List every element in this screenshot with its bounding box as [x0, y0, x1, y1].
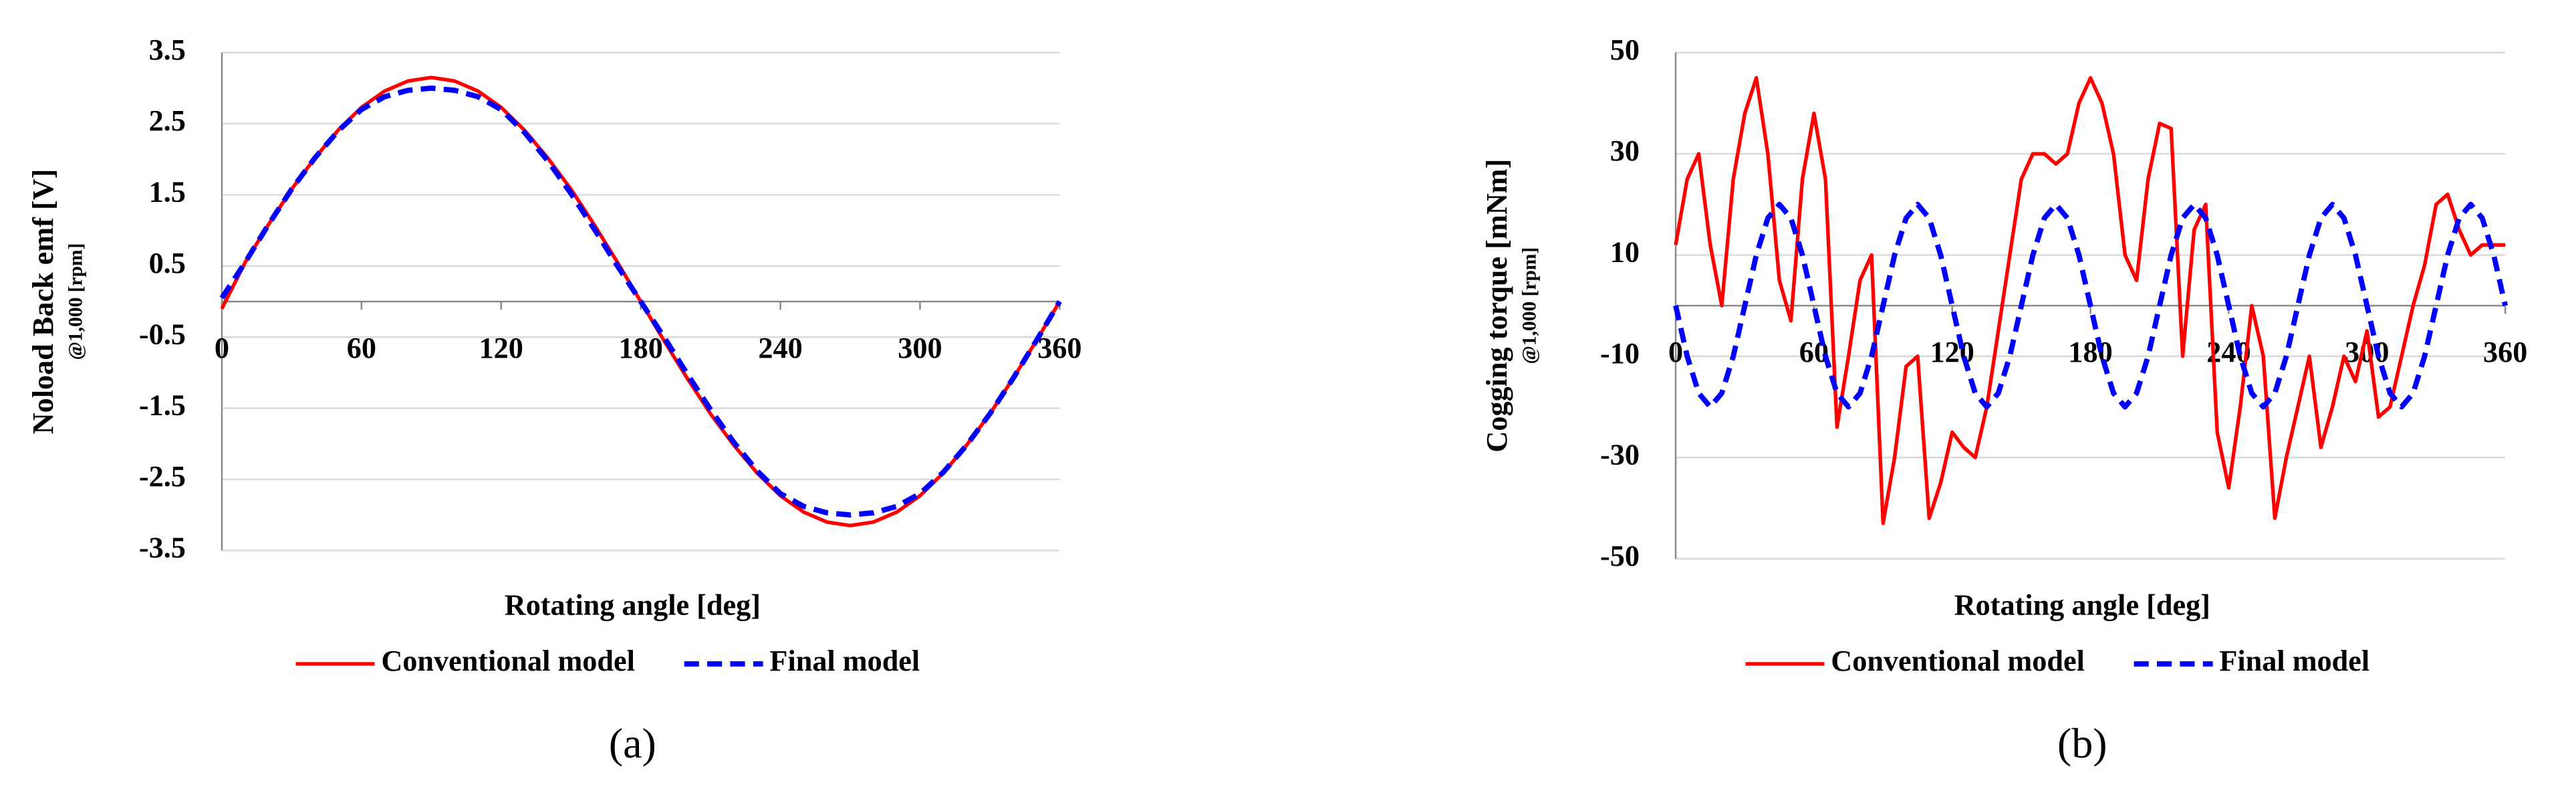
legend-label: Conventional model: [1831, 645, 2085, 677]
chart: -3.5 -2.5 -1.5 -0.5 0.5 1.5 2.5 3.5 0 60 120 180 240…: [27, 33, 1081, 767]
series-line: [219, 85, 1062, 518]
y-tick-label: 50: [1610, 33, 1640, 66]
y-tick-label: 30: [1610, 134, 1640, 167]
legend-label: Final model: [769, 645, 920, 677]
y-axis-title: Noload Back emf [V]: [27, 169, 59, 435]
x-axis-title: Rotating angle [deg]: [1954, 589, 2210, 622]
y-tick-label: -30: [1600, 438, 1640, 471]
y-axis-title: Cogging torque [mNm]: [1480, 159, 1513, 453]
x-tick-label: 300: [898, 332, 942, 364]
caption: (b): [2057, 719, 2107, 767]
y-tick-label: 1.5: [149, 176, 186, 209]
y-tick-label: -3.5: [139, 531, 186, 564]
y-axis-note: @1,000 [rpm]: [65, 243, 86, 360]
x-tick-label: 180: [618, 332, 662, 364]
y-tick-label: 10: [1610, 236, 1640, 269]
y-tick-label: -1.5: [139, 389, 186, 422]
caption: (a): [609, 719, 656, 767]
y-tick-label: -10: [1600, 337, 1640, 370]
series-line: [1674, 76, 2506, 526]
y-tick-label: 3.5: [149, 33, 186, 66]
x-tick-label: 360: [2483, 336, 2527, 368]
y-tick-label: -2.5: [139, 460, 186, 493]
y-tick-label: 2.5: [149, 104, 186, 137]
x-tick-label: 240: [758, 332, 802, 364]
x-tick-label: 120: [479, 332, 523, 364]
legend-label: Final model: [2219, 645, 2369, 677]
x-tick-label: 0: [1668, 336, 1683, 368]
y-tick-label: -50: [1600, 540, 1640, 572]
y-tick-label: -0.5: [139, 318, 186, 350]
x-axis-title: Rotating angle [deg]: [505, 589, 761, 622]
x-tick-label: 360: [1037, 332, 1081, 364]
y-axis-note: @1,000 [rpm]: [1519, 247, 1541, 364]
x-tick-label: 60: [347, 332, 376, 364]
y-tick-label: 0.5: [149, 247, 186, 279]
legend-label: Conventional model: [381, 645, 635, 677]
x-tick-label: 0: [215, 332, 229, 364]
series-line: [1673, 201, 2508, 410]
